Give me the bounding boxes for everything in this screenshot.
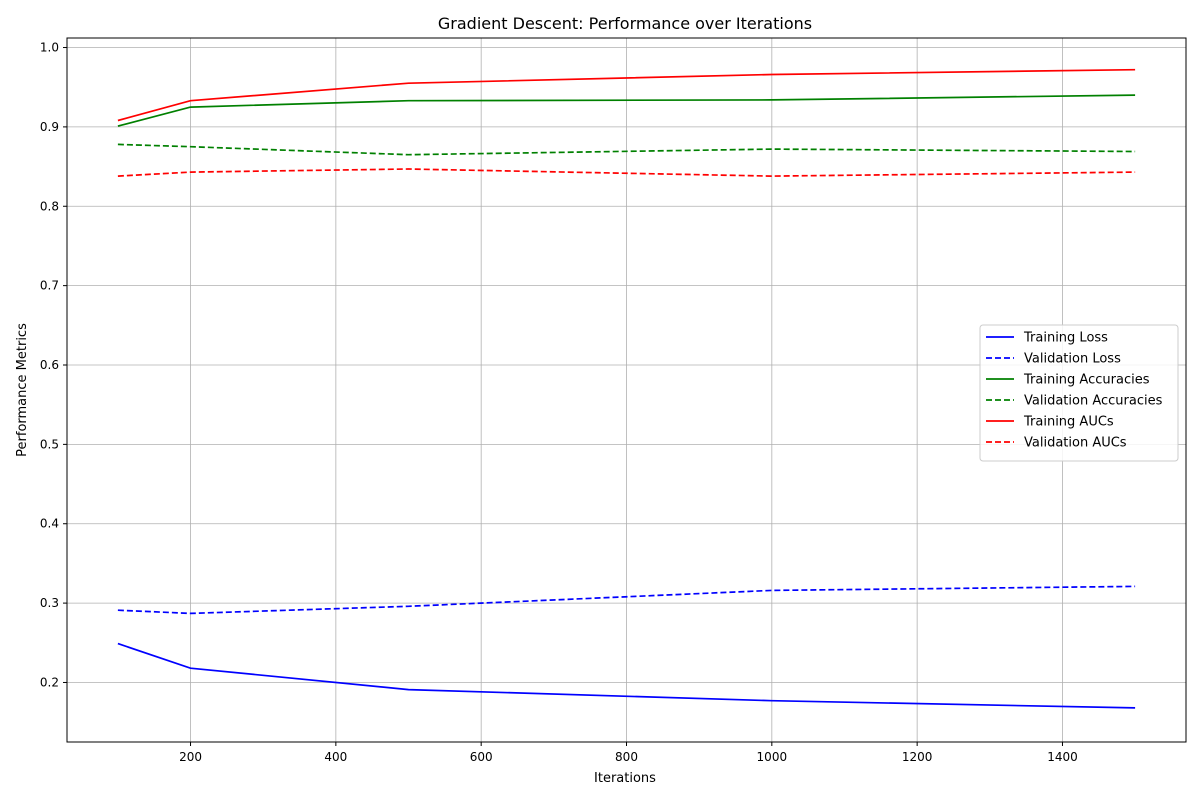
y-tick-label: 0.4 [40,517,59,531]
series-line-validation-loss [117,585,1136,615]
x-axis-label: Iterations [594,771,656,786]
x-tick-label: 600 [470,750,493,764]
legend-label: Validation Loss [1024,352,1121,367]
legend-label: Validation AUCs [1024,436,1127,451]
series-lines [117,68,1136,709]
legend-label: Validation Accuracies [1024,394,1163,409]
y-tick-label: 0.7 [40,279,59,293]
x-axis-ticks: 200 400 600 800 1000 1200 1400 [179,742,1078,764]
y-axis-label: Performance Metrics [15,323,30,457]
x-tick-label: 1200 [902,750,933,764]
x-tick-label: 1000 [757,750,788,764]
y-tick-label: 0.9 [40,120,59,134]
chart-title: Gradient Descent: Performance over Itera… [438,14,812,33]
x-tick-label: 400 [324,750,347,764]
x-tick-label: 200 [179,750,202,764]
y-tick-label: 1.0 [40,41,59,55]
legend: Training Loss Validation Loss Training Acc… [979,324,1179,462]
x-tick-label: 1400 [1047,750,1078,764]
legend-label: Training Loss [1023,331,1108,346]
series-line-validation-aucs [117,168,1136,177]
y-tick-label: 0.2 [40,675,59,689]
legend-box [979,324,1179,462]
y-tick-label: 0.8 [40,199,59,213]
y-tick-label: 0.5 [40,437,59,451]
y-axis-ticks: 0.2 0.3 0.4 0.5 0.6 0.7 0.8 0.9 1.0 [40,41,67,689]
series-line-validation-accuracies [117,143,1136,156]
legend-label: Training AUCs [1023,415,1114,430]
legend-label: Training Accuracies [1023,373,1150,388]
series-line-training-accuracies [117,94,1136,127]
series-line-training-aucs [117,68,1136,122]
series-line-training-loss [117,642,1136,709]
y-tick-label: 0.6 [40,358,59,372]
y-tick-label: 0.3 [40,596,59,610]
x-tick-label: 800 [615,750,638,764]
